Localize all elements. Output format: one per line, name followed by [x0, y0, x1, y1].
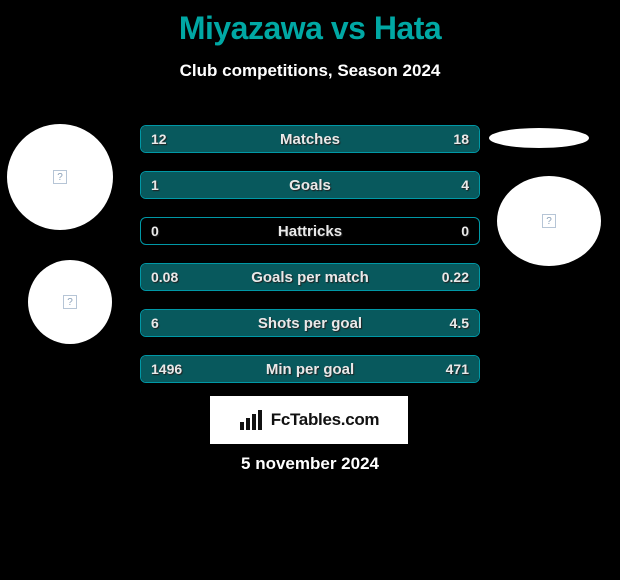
- page-title: Miyazawa vs Hata: [0, 0, 620, 47]
- stat-label: Hattricks: [141, 218, 479, 244]
- stat-label: Shots per goal: [141, 310, 479, 336]
- placeholder-icon: [63, 295, 77, 309]
- avatar-left-1: [7, 124, 113, 230]
- placeholder-icon: [53, 170, 67, 184]
- subtitle: Club competitions, Season 2024: [0, 61, 620, 81]
- bars-icon: [239, 410, 265, 430]
- placeholder-icon: [542, 214, 556, 228]
- stat-row: 00Hattricks: [140, 217, 480, 245]
- avatar-right-ellipse: [489, 128, 589, 148]
- stats-bars: 1218Matches 14Goals 00Hattricks 0.080.22Goa…: [140, 125, 480, 401]
- stat-label: Goals per match: [141, 264, 479, 290]
- stat-row: 1218Matches: [140, 125, 480, 153]
- stat-row: 14Goals: [140, 171, 480, 199]
- stat-row: 64.5Shots per goal: [140, 309, 480, 337]
- brand-text: FcTables.com: [271, 410, 380, 430]
- stat-label: Goals: [141, 172, 479, 198]
- stat-row: 0.080.22Goals per match: [140, 263, 480, 291]
- avatar-left-2: [28, 260, 112, 344]
- stat-row: 1496471Min per goal: [140, 355, 480, 383]
- avatar-right-2: [497, 176, 601, 266]
- stat-label: Matches: [141, 126, 479, 152]
- brand-badge: FcTables.com: [210, 396, 408, 444]
- date-label: 5 november 2024: [0, 454, 620, 474]
- stat-label: Min per goal: [141, 356, 479, 382]
